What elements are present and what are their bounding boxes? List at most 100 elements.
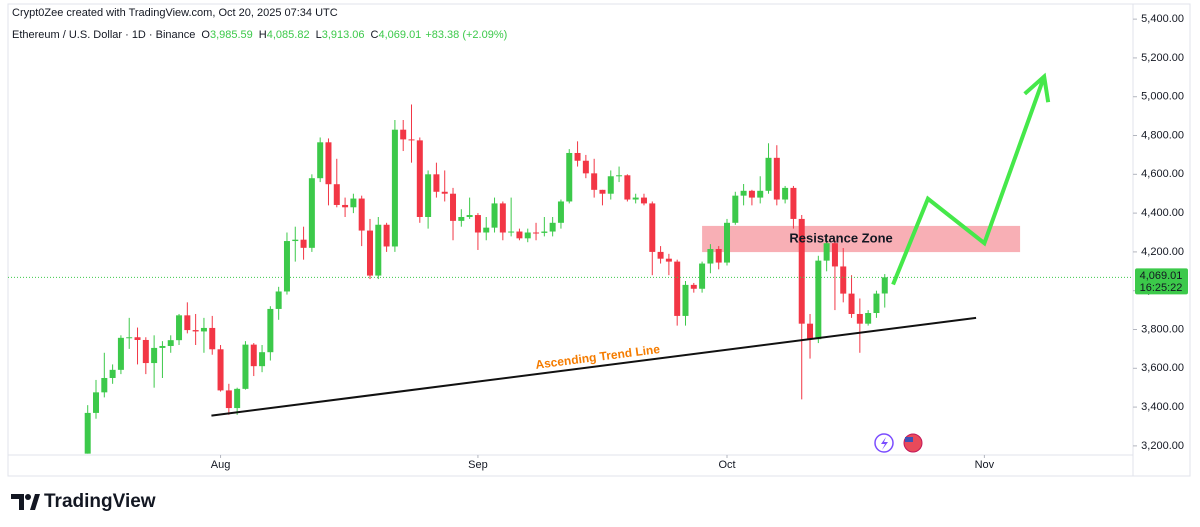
candle-body — [690, 284, 697, 289]
candle-body — [674, 261, 681, 316]
candle-body — [308, 178, 315, 248]
y-tick-label: 4,200.00 — [1141, 246, 1184, 258]
candle-body — [333, 184, 340, 205]
legend-label: C — [371, 29, 379, 41]
candle-body — [275, 291, 282, 309]
last-price-tag — [1135, 268, 1188, 295]
candle-body — [765, 157, 772, 191]
x-tick-label: Oct — [718, 459, 735, 471]
candle-body — [516, 231, 523, 239]
logo-mark-slash — [30, 494, 40, 510]
candle-body — [383, 224, 390, 247]
candle-body — [391, 129, 398, 247]
candle-body — [234, 388, 241, 409]
candle-body — [184, 315, 191, 331]
candle-body — [433, 174, 440, 192]
header: Crypt0Zee created with TradingView.com, … — [12, 7, 338, 19]
candle-body — [358, 198, 365, 231]
candle-body — [167, 340, 174, 346]
countdown-label: 16:25:22 — [1140, 282, 1183, 294]
candle-body — [724, 222, 731, 263]
candle-body — [790, 187, 797, 219]
candle-body — [757, 190, 764, 198]
candle-body — [400, 129, 407, 140]
candle-body — [134, 337, 141, 340]
candle-body — [300, 239, 307, 248]
legend-label: O — [201, 29, 210, 41]
icon-flag — [903, 433, 923, 453]
candle-body — [566, 152, 573, 202]
candle-body — [192, 330, 199, 332]
candle-body — [707, 248, 714, 264]
y-tick-label: 4,400.00 — [1141, 207, 1184, 219]
candle-body — [342, 204, 349, 208]
candle-body — [632, 197, 639, 200]
logo-mark-dot — [25, 494, 31, 500]
projection-path — [891, 75, 1047, 286]
candle-body — [508, 231, 515, 233]
x-tick-label: Sep — [468, 459, 488, 471]
legend-label: H — [259, 29, 267, 41]
candle-body — [217, 349, 224, 391]
candle-body — [126, 337, 133, 339]
candle-body — [599, 189, 606, 194]
candle-body — [773, 157, 780, 200]
candle-body — [624, 175, 631, 200]
candle-body — [699, 263, 706, 289]
candle-body — [665, 258, 672, 262]
legend-value: 4,085.82 — [267, 29, 310, 41]
candle-body — [607, 176, 614, 194]
candle-body — [831, 243, 838, 267]
candle-body — [458, 216, 465, 221]
logo-text: TradingView — [44, 491, 156, 512]
candle-body — [491, 203, 498, 228]
candle-body — [574, 152, 581, 161]
x-tick-label: Nov — [975, 459, 995, 471]
trend-line-label: Ascending Trend Line — [535, 342, 661, 372]
legend-value: 3,913.06 — [322, 29, 365, 41]
candle-body — [549, 222, 556, 232]
last-price-label: 4,069.01 — [1140, 270, 1183, 282]
candle-body — [873, 293, 880, 314]
legend-value: 3,985.59 — [210, 29, 253, 41]
candle-body — [292, 239, 299, 242]
y-tick-label: 5,200.00 — [1141, 52, 1184, 64]
legend-name: Ethereum / U.S. Dollar · 1D · Binance — [12, 29, 195, 41]
candle-body — [815, 260, 822, 340]
chart-frame — [7, 3, 1191, 477]
candle-body — [109, 369, 116, 378]
candle-body — [142, 339, 149, 364]
candle-body — [267, 308, 274, 353]
candle-body — [856, 313, 863, 324]
candle-body — [101, 377, 108, 393]
y-tick-label: 5,400.00 — [1141, 13, 1184, 25]
candle-body — [325, 142, 332, 185]
candle-body — [798, 218, 805, 324]
candle-body — [524, 232, 531, 239]
candle-body — [682, 284, 689, 316]
candle-body — [317, 142, 324, 179]
candle-body — [93, 392, 100, 413]
candle-body — [715, 248, 722, 263]
logo-mark — [11, 494, 24, 510]
candle-body — [151, 347, 158, 364]
y-tick-label: 5,000.00 — [1141, 91, 1184, 103]
candle-body — [807, 323, 814, 340]
candle-body — [840, 266, 847, 294]
candle-body — [591, 173, 598, 190]
candle-body — [582, 160, 589, 174]
candle-body — [259, 352, 266, 367]
candle-body — [200, 327, 207, 332]
candle-body — [748, 190, 755, 198]
y-tick-label: 4,800.00 — [1141, 129, 1184, 141]
candle-body — [159, 345, 166, 348]
resistance-zone-label: Resistance Zone — [789, 230, 892, 245]
legend-label: L — [316, 29, 322, 41]
candle-body — [375, 224, 382, 276]
candle-body — [416, 140, 423, 217]
candle-body — [541, 231, 548, 233]
y-tick-label: 3,800.00 — [1141, 323, 1184, 335]
legend-value: 4,069.01 — [378, 29, 421, 41]
